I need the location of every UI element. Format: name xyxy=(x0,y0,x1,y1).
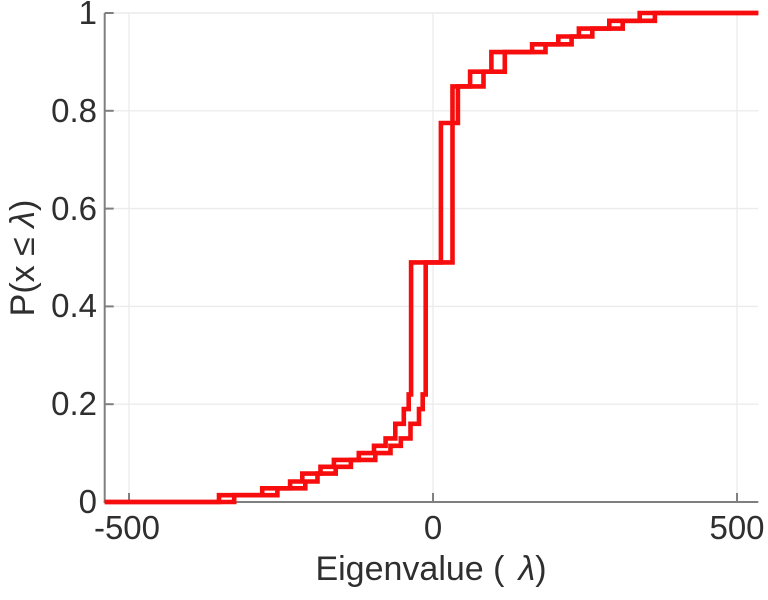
y-axis-label-text: P(x ≤ xyxy=(4,227,42,317)
axis-tick-marks xyxy=(104,12,739,503)
y-axis-label-close: ) xyxy=(4,199,42,212)
x-axis-label: Eigenvalue ( λ) xyxy=(181,549,681,589)
x-tick-label-neg500: -500 xyxy=(93,509,161,546)
grid-lines xyxy=(104,12,759,503)
x-axis-label-text: Eigenvalue ( xyxy=(315,550,505,588)
x-tick-label-0: 0 xyxy=(423,509,443,546)
eigenvalue-ecdf-1 xyxy=(104,10,759,505)
y-tick-label-0-8: 0.8 xyxy=(51,92,97,129)
y-tick-label-0-6: 0.6 xyxy=(51,190,97,227)
lambda-symbol: λ xyxy=(518,550,536,588)
y-tick-label-0-2: 0.2 xyxy=(51,385,97,422)
y-tick-label-1: 1 xyxy=(78,0,97,31)
ecdf-curves xyxy=(104,10,759,505)
y-axis-label: P(x ≤ λ) xyxy=(3,58,43,458)
y-tick-label-0-4: 0.4 xyxy=(51,287,97,324)
lambda-symbol: λ xyxy=(4,211,42,228)
y-tick-label-0: 0 xyxy=(78,483,97,520)
eigenvalue-ecdf-2 xyxy=(104,10,759,505)
x-axis-label-close: ) xyxy=(535,550,547,588)
x-tick-label-500: 500 xyxy=(709,509,765,546)
axes-spines xyxy=(103,13,759,503)
